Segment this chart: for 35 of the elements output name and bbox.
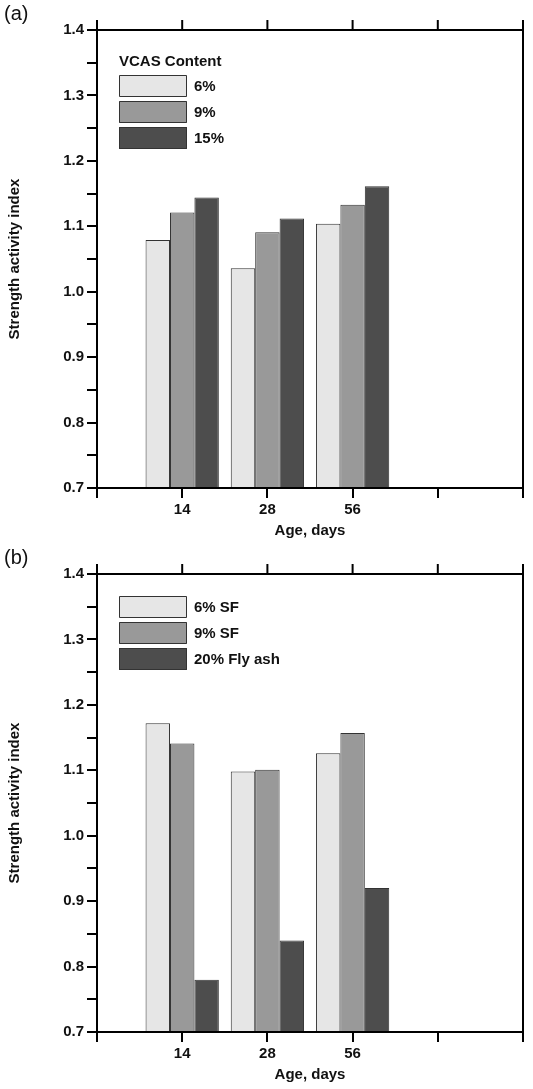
y-tick-label: 1.3 [63, 85, 84, 103]
x-tick-label: 14 [173, 1044, 192, 1062]
legend-title: VCAS Content [119, 52, 222, 70]
chart-title: (b) [4, 545, 29, 568]
x-axis-title: Age, days [274, 521, 346, 539]
y-tick-label: 1.0 [63, 281, 84, 299]
legend-label: 20% Fly ash [194, 650, 280, 668]
x-tick-label: 28 [259, 500, 276, 518]
legend-label: 9% [194, 103, 216, 121]
y-tick-label: 1.2 [63, 151, 84, 168]
x-tick-label: 28 [259, 1044, 276, 1062]
y-tick-label: 1.4 [63, 564, 85, 582]
y-tick-label: 1.2 [63, 695, 84, 712]
y-tick-label: 0.9 [63, 347, 84, 365]
y-tick-label: 0.8 [63, 956, 84, 974]
y-tick-label: 1.4 [63, 20, 85, 38]
legend-label: 15% [194, 129, 225, 147]
x-tick-label: 14 [173, 500, 192, 518]
y-tick-label: 1.1 [63, 216, 84, 234]
y-tick-label: 1.3 [63, 629, 84, 647]
legend-label: 6% [194, 77, 216, 95]
y-tick-label: 1.0 [63, 825, 84, 843]
y-tick-label: 0.7 [63, 1022, 84, 1040]
legend-label: 6% SF [194, 598, 240, 616]
y-tick-label: 0.7 [63, 478, 84, 496]
y-axis-title: Strength activity index [5, 177, 23, 340]
legend-label: 9% SF [194, 624, 240, 642]
y-axis-title: Strength activity index [5, 721, 23, 884]
y-tick-label: 0.9 [63, 891, 84, 909]
x-tick-label: 56 [344, 500, 361, 518]
y-tick-label: 0.8 [63, 412, 84, 430]
x-tick-label: 56 [344, 1044, 361, 1062]
chart-title: (a) [4, 1, 29, 24]
x-axis-title: Age, days [274, 1065, 346, 1083]
y-tick-label: 1.1 [63, 760, 84, 778]
